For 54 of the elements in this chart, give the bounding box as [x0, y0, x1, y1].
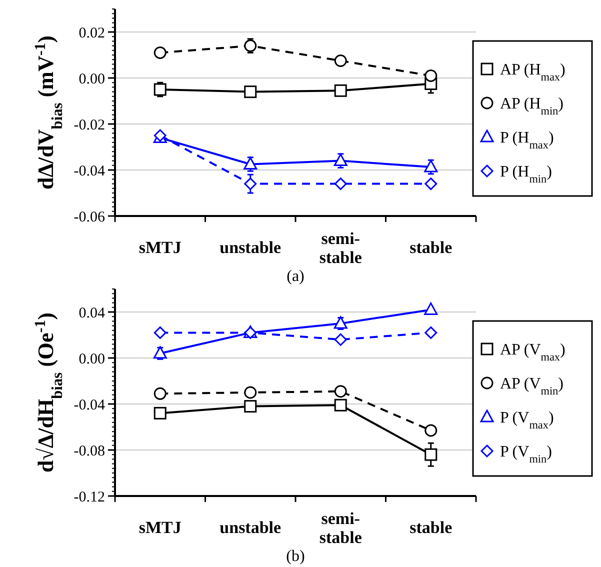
point: [334, 398, 347, 412]
legend-label: AP (V$_{max}$): [500, 342, 566, 364]
point: [244, 86, 257, 98]
x-tick-label: sMTJ: [138, 238, 182, 257]
legend-label: AP (H$_{max}$): [500, 62, 566, 84]
point: [334, 385, 347, 398]
y-tick-label: -0.06: [74, 209, 106, 226]
x-tick-label: stable: [410, 518, 453, 537]
x-tick-label: unstable: [220, 518, 282, 537]
legend-label: P (H$_{max}$): [500, 130, 554, 152]
point: [334, 84, 347, 97]
point: [244, 40, 257, 52]
point: [154, 83, 166, 96]
point: [154, 46, 166, 59]
point: [153, 346, 167, 359]
point: [424, 326, 438, 339]
point: [424, 178, 438, 190]
x-tick-label: sMTJ: [138, 518, 182, 537]
point: [154, 326, 166, 339]
x-tick-label: semi-stable: [319, 229, 362, 267]
point: [334, 316, 348, 329]
legend-label: P (H$_{min}$): [500, 164, 552, 186]
y-tick-label: 0.02: [78, 25, 105, 42]
point: [244, 386, 257, 399]
point: [334, 154, 348, 166]
point: [424, 69, 438, 82]
point: [424, 424, 438, 437]
point: [334, 54, 347, 67]
y-tick-label: -0.04: [74, 397, 106, 414]
y-tick-label: 0.00: [78, 71, 105, 88]
text: (b): [286, 548, 305, 565]
x-tick-label: unstable: [220, 238, 282, 257]
y-tick-label: 0.00: [78, 351, 105, 368]
point: [244, 178, 257, 190]
x-tick-label: semi-stable: [319, 509, 362, 547]
legend-label: P (V$_{max}$): [500, 410, 554, 432]
y-tick-label: -0.02: [74, 117, 105, 134]
point: [334, 333, 347, 346]
point: [154, 406, 166, 420]
y-tick-label: -0.12: [74, 489, 105, 506]
point: [334, 178, 347, 190]
y-tick-label: -0.08: [74, 443, 105, 460]
x-tick-label: stable: [410, 238, 453, 257]
y-tick-label: -0.04: [74, 163, 106, 180]
point: [424, 302, 438, 315]
point: [244, 400, 257, 413]
point: [424, 160, 438, 172]
y-tick-label: 0.04: [78, 305, 106, 322]
point: [154, 387, 166, 400]
point: [424, 448, 438, 461]
legend-label: AP (V$_{min}$): [500, 376, 564, 398]
legend-label: AP (H$_{min}$): [500, 96, 564, 118]
legend-label: P (V$_{min}$): [500, 444, 552, 466]
text: (a): [286, 268, 304, 285]
